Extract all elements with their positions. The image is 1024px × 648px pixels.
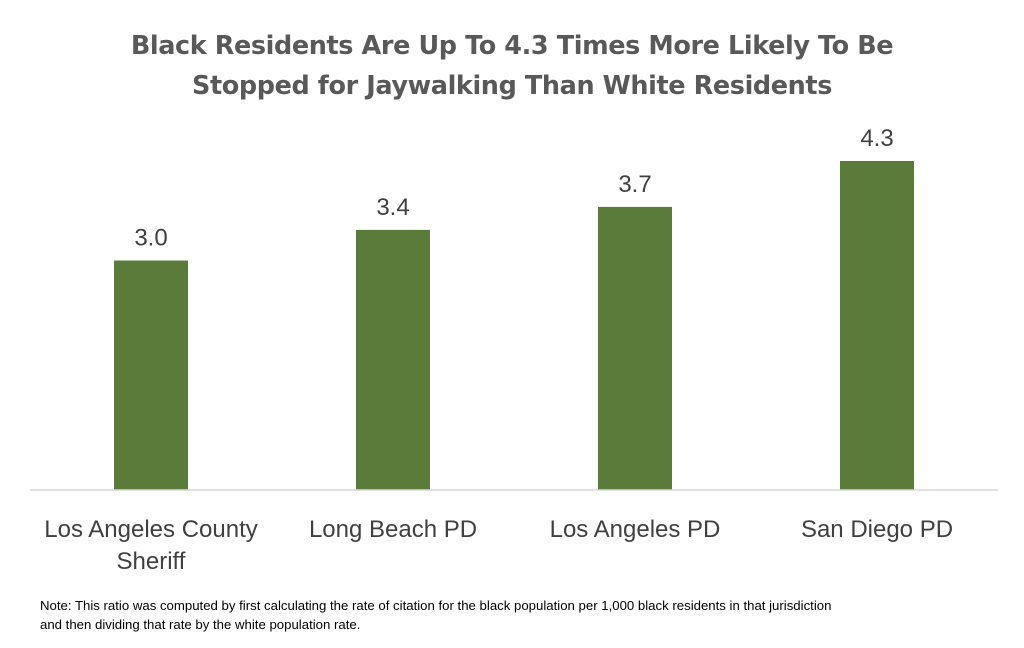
data-label-2: 3.4 <box>376 194 409 221</box>
bar-4 <box>840 161 914 490</box>
category-label-2: Long Beach PD <box>309 516 477 543</box>
bar-1 <box>114 260 188 490</box>
footnote-line-2: and then dividing that rate by the white… <box>40 617 361 632</box>
category-label-1-line-2: Sheriff <box>117 548 186 575</box>
category-label-1-line-1: Los Angeles County <box>44 516 257 543</box>
bar-chart: 3.0 Los Angeles County Sheriff 3.4 Long Beac… <box>30 125 998 575</box>
footnote-line-1: Note: This ratio was computed by first c… <box>40 598 832 613</box>
chart-title: Black Residents Are Up To 4.3 Times More… <box>60 26 964 106</box>
data-label-3: 3.7 <box>618 171 651 198</box>
chart-title-line-1: Black Residents Are Up To 4.3 Times More… <box>130 31 894 61</box>
footnote: Note: This ratio was computed by first c… <box>40 596 1010 634</box>
bar-2 <box>356 229 430 490</box>
data-label-4: 4.3 <box>860 125 893 152</box>
category-label-4: San Diego PD <box>801 516 953 543</box>
bar-3 <box>598 206 672 490</box>
data-label-1: 3.0 <box>134 225 167 252</box>
chart-title-line-2: Stopped for Jaywalking Than White Reside… <box>192 71 832 101</box>
category-label-3: Los Angeles PD <box>550 516 721 543</box>
